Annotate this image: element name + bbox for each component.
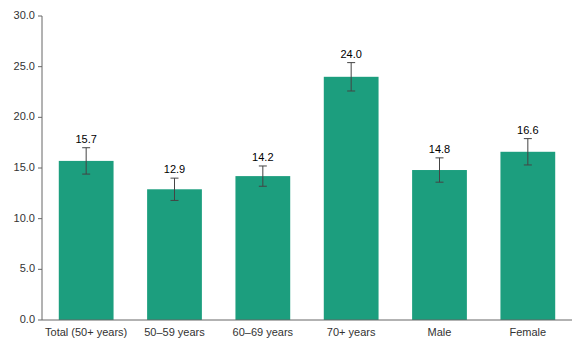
bar [412,170,467,320]
error-line [351,63,352,91]
error-line [86,148,87,174]
y-tick [38,117,42,118]
bar [500,152,555,320]
bar [235,176,290,320]
y-tick-label: 10.0 [14,212,35,224]
value-label: 24.0 [340,48,361,60]
y-tick [38,16,42,17]
error-cap [259,186,267,187]
error-bar [524,139,532,165]
x-axis [42,320,572,321]
error-cap [82,174,90,175]
error-cap [524,138,532,139]
error-line [527,139,528,165]
bar [59,161,114,320]
error-line [174,178,175,200]
error-cap [347,62,355,63]
value-label: 14.2 [252,151,273,163]
y-tick-label: 0.0 [20,313,35,325]
value-label: 15.7 [75,133,96,145]
x-tick-label: Total (50+ years) [45,326,127,338]
bar [324,77,379,320]
y-tick-label: 20.0 [14,110,35,122]
error-bar [436,158,444,182]
y-tick-label: 30.0 [14,9,35,21]
value-label: 14.8 [429,143,450,155]
error-line [262,166,263,186]
error-line [439,158,440,182]
bar [147,189,202,320]
error-cap [436,182,444,183]
error-bar [347,63,355,91]
y-tick [38,66,42,67]
y-tick-label: 25.0 [14,60,35,72]
y-tick-label: 15.0 [14,161,35,173]
bars [82,63,532,201]
error-cap [436,157,444,158]
y-tick [38,320,42,321]
error-cap [259,165,267,166]
error-cap [171,178,179,179]
y-tick [38,218,42,219]
value-label: 12.9 [164,163,185,175]
y-tick [38,168,42,169]
error-cap [524,164,532,165]
x-tick-label: 50–59 years [144,326,205,338]
y-tick [38,269,42,270]
y-tick-label: 5.0 [20,262,35,274]
error-cap [82,147,90,148]
error-cap [347,90,355,91]
error-bar [259,166,267,186]
x-tick-label: 70+ years [327,326,376,338]
y-axis [42,16,43,320]
error-cap [171,200,179,201]
x-tick-label: Male [428,326,452,338]
error-bar [82,148,90,174]
chart: 0.0 5.0 10.0 15.0 20.0 25.0 30.0 15.7 12.9 14.2 24… [0,0,582,362]
x-tick-label: Female [509,326,546,338]
x-tick-label: 60–69 years [233,326,294,338]
value-label: 16.6 [517,124,538,136]
error-bar [171,178,179,200]
